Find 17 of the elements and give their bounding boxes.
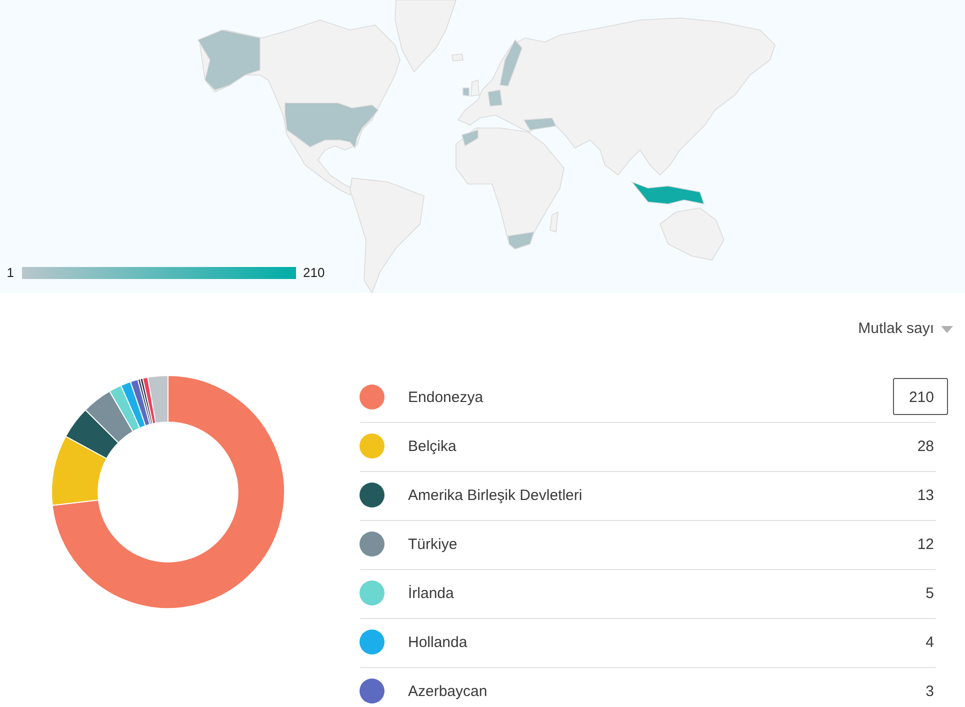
text: 210 <box>303 264 325 282</box>
data-label: 4 <box>926 634 934 652</box>
data-label: 13 <box>917 487 934 504</box>
data-label: 5 <box>926 585 934 602</box>
legend-label: Belçika <box>408 438 458 456</box>
legend-label: Hollanda <box>408 634 468 652</box>
data-label: 3 <box>926 683 934 700</box>
data-label: 12 <box>917 536 934 554</box>
text: 1 <box>6 264 14 282</box>
data-label: 28 <box>917 438 934 456</box>
legend-label: Amerika Birleşik Devletleri <box>408 487 582 504</box>
legend-label: Endonezya <box>408 389 484 406</box>
legend-label: Azerbaycan <box>408 683 488 700</box>
text: Mutlak sayı <box>858 319 934 339</box>
data-label: 210 <box>908 389 934 406</box>
legend-label: Türkiye <box>408 536 458 554</box>
legend-label: İrlanda <box>408 584 455 602</box>
